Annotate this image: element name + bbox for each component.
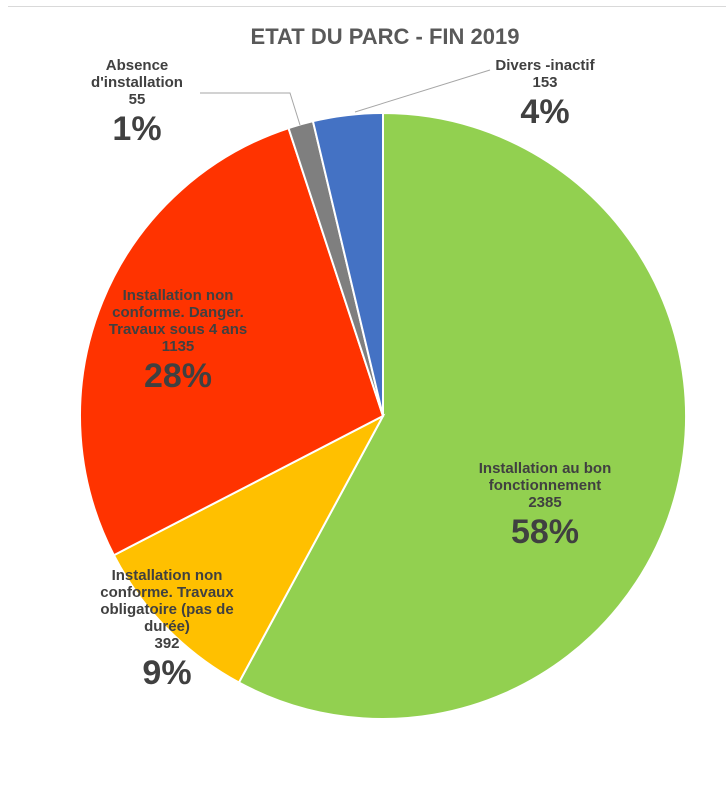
slice-label-line: d'installation: [91, 74, 183, 91]
slice-label-line: Travaux sous 4 ans: [109, 321, 247, 338]
leader-line-absence-installation: [200, 92, 301, 126]
slice-label-line: Installation non: [112, 567, 223, 584]
slice-value: 153: [532, 74, 557, 91]
slice-label-line: Installation au bon: [479, 460, 612, 477]
leader-lines: [200, 69, 491, 126]
slice-label-line: obligatoire (pas de: [100, 601, 233, 618]
slice-percent: 4%: [520, 93, 569, 131]
chart-border: [8, 6, 726, 7]
slice-percent: 58%: [511, 513, 579, 551]
slice-value: 2385: [528, 494, 561, 511]
slice-percent: 1%: [112, 110, 161, 148]
pie-slices: [79, 111, 687, 720]
slice-divers-inactif: [311, 111, 384, 417]
slice-percent: 28%: [144, 357, 212, 395]
chart-title: ETAT DU PARC - FIN 2019: [251, 24, 520, 49]
slice-danger-travaux-4-ans: [79, 126, 385, 557]
slice-label-line: durée): [144, 618, 190, 635]
slice-travaux-obligatoires: [112, 413, 386, 684]
slice-label-line: conforme. Danger.: [112, 304, 244, 321]
slice-value: 55: [129, 91, 146, 108]
slice-label-line: Installation non: [123, 287, 234, 304]
slice-value: 392: [154, 635, 179, 652]
slice-label-line: fonctionnement: [489, 477, 602, 494]
slice-label-line: conforme. Travaux: [100, 584, 234, 601]
slice-value: 1135: [162, 338, 195, 355]
leader-line-divers-inactif: [354, 69, 491, 113]
slice-label-line: Divers -inactif: [495, 57, 595, 74]
slice-label-line: Absence: [106, 57, 169, 74]
slice-bon-fonctionnement: [237, 111, 687, 720]
slice-percent: 9%: [142, 654, 191, 692]
